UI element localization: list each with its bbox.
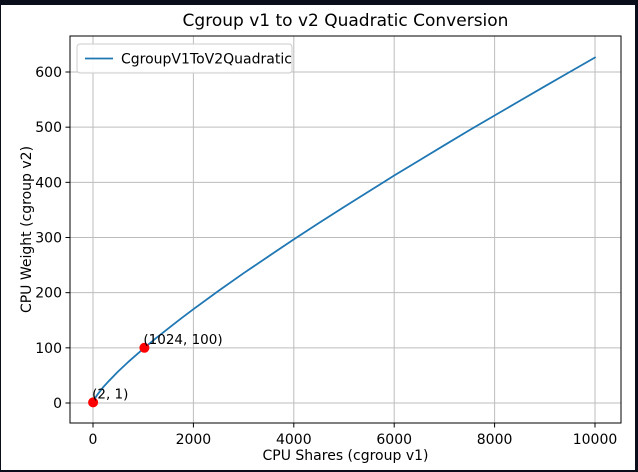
y-axis-label: CPU Weight (cgroup v2) bbox=[19, 146, 35, 313]
legend-box bbox=[76, 43, 293, 74]
grid-layer bbox=[70, 36, 621, 423]
marker-layer: (2, 1) (1024, 100) bbox=[88, 332, 223, 408]
marker-point bbox=[88, 397, 99, 408]
screen-edge-left bbox=[0, 0, 1, 472]
x-tick-label: 6000 bbox=[376, 432, 412, 448]
legend-label: CgroupV1ToV2Quadratic bbox=[121, 52, 292, 68]
x-tick-label: 0 bbox=[89, 432, 98, 448]
curve-line bbox=[92, 56, 596, 404]
screen-edge-right bbox=[635, 0, 638, 472]
y-tick-label: 600 bbox=[35, 65, 62, 81]
marker-annotation: (2, 1) bbox=[92, 386, 128, 402]
x-tick-label: 8000 bbox=[477, 432, 513, 448]
x-tick-label: 2000 bbox=[176, 432, 212, 448]
x-tick-label: 4000 bbox=[276, 432, 312, 448]
y-tick-label: 0 bbox=[53, 396, 62, 412]
tick-layer: 0 2000 4000 6000 8000 10000 0 100 200 300 400 500 60… bbox=[35, 65, 617, 448]
y-tick-label: 100 bbox=[35, 341, 62, 357]
y-tick-label: 500 bbox=[35, 120, 62, 136]
y-tick-label: 400 bbox=[35, 175, 62, 191]
y-tick-label: 300 bbox=[35, 231, 62, 247]
screen-edge-top bbox=[0, 0, 638, 5]
plot-frame bbox=[69, 35, 622, 424]
x-tick-label: 10000 bbox=[573, 432, 618, 448]
screen-edge-bottom bbox=[0, 470, 638, 472]
x-axis-label: CPU Shares (cgroup v1) bbox=[263, 448, 429, 464]
marker-point bbox=[139, 342, 150, 353]
legend: CgroupV1ToV2Quadratic bbox=[76, 43, 293, 74]
curve-layer bbox=[92, 56, 596, 404]
marker-annotation: (1024, 100) bbox=[143, 332, 222, 348]
y-tick-label: 200 bbox=[35, 286, 62, 302]
plot-title: Cgroup v1 to v2 Quadratic Conversion bbox=[183, 11, 509, 31]
